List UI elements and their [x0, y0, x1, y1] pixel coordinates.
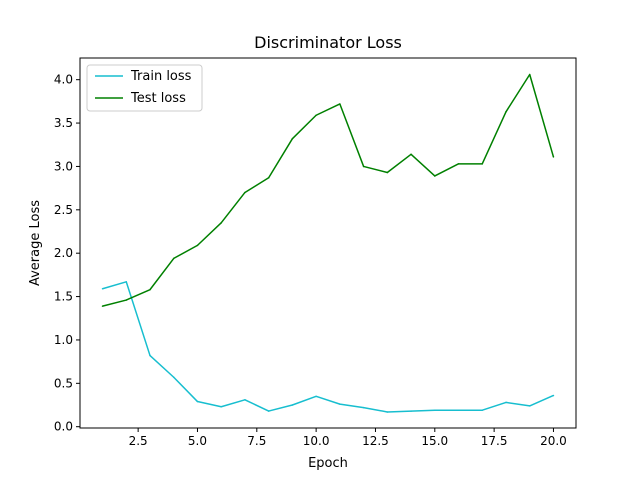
data-point-test-loss — [101, 305, 104, 307]
data-point-test-loss — [339, 103, 341, 105]
y-tick-label: 0.5 — [54, 376, 73, 390]
data-point-test-loss — [125, 299, 128, 301]
data-point-train-loss — [291, 404, 294, 406]
y-tick-label: 3.0 — [54, 159, 73, 173]
data-point-test-loss — [362, 165, 365, 168]
x-axis-ticks: 2.5 5.0 7.5 10.0 12.5 15.0 17.5 20.0 — [129, 428, 567, 448]
data-point-train-loss — [410, 410, 412, 412]
y-tick-label: 4.0 — [54, 73, 73, 87]
x-tick-label: 10.0 — [303, 434, 330, 448]
y-tick-label: 1.0 — [54, 333, 73, 347]
x-tick-label: 5.0 — [188, 434, 207, 448]
series-line-train-loss — [102, 281, 554, 413]
data-point-test-loss — [457, 163, 460, 165]
data-point-train-loss — [196, 400, 199, 403]
data-point-test-loss — [410, 153, 412, 156]
y-axis-label: Average Loss — [28, 200, 43, 286]
data-point-test-loss — [528, 73, 531, 76]
plot-area-frame — [79, 57, 577, 429]
series-layer — [101, 73, 555, 413]
y-axis-ticks: 0.0 0.5 1.0 1.5 2.0 2.5 3.0 3.5 4.0 — [54, 73, 80, 434]
y-tick-label: 0.0 — [54, 420, 73, 434]
x-tick-label: 7.5 — [247, 434, 266, 448]
data-point-train-loss — [528, 405, 531, 407]
y-tick-label: 1.5 — [54, 290, 73, 304]
data-point-train-loss — [552, 394, 555, 397]
data-point-test-loss — [244, 191, 246, 194]
legend: Train loss Test loss — [86, 64, 203, 112]
data-point-test-loss — [434, 175, 436, 177]
data-point-test-loss — [149, 288, 151, 291]
x-tick-label: 17.5 — [481, 434, 508, 448]
data-point-train-loss — [481, 409, 484, 411]
legend-train-loss-label: Train loss — [130, 69, 192, 84]
data-point-test-loss — [481, 163, 484, 165]
x-tick-label: 15.0 — [421, 434, 448, 448]
x-tick-label: 12.5 — [362, 434, 389, 448]
data-point-test-loss — [505, 111, 507, 113]
data-point-test-loss — [220, 222, 222, 224]
data-point-train-loss — [244, 399, 246, 401]
data-point-train-loss — [315, 395, 317, 398]
x-tick-label: 20.0 — [540, 434, 567, 448]
data-point-train-loss — [386, 411, 389, 413]
y-tick-label: 2.5 — [54, 203, 73, 217]
data-point-train-loss — [125, 281, 128, 283]
series-line-test-loss — [102, 73, 555, 307]
data-point-train-loss — [434, 409, 436, 411]
data-point-train-loss — [220, 405, 222, 408]
data-point-train-loss — [362, 406, 365, 409]
chart-title: Discriminator Loss — [254, 33, 402, 52]
y-tick-label: 3.5 — [54, 116, 73, 130]
data-point-train-loss — [267, 410, 270, 412]
data-point-train-loss — [101, 288, 104, 290]
data-point-train-loss — [505, 401, 507, 404]
data-point-train-loss — [339, 403, 341, 405]
data-point-train-loss — [149, 354, 151, 357]
data-point-train-loss — [457, 409, 460, 411]
data-point-train-loss — [172, 376, 175, 378]
x-tick-label: 2.5 — [129, 434, 148, 448]
legend-test-loss-label: Test loss — [130, 91, 186, 106]
data-point-test-loss — [315, 114, 317, 117]
data-point-test-loss — [267, 176, 270, 179]
data-point-test-loss — [291, 137, 294, 140]
data-point-test-loss — [386, 171, 389, 174]
x-axis-label: Epoch — [308, 456, 348, 471]
data-point-test-loss — [172, 257, 175, 260]
data-point-test-loss — [196, 244, 199, 247]
y-tick-label: 2.0 — [54, 246, 73, 260]
data-point-test-loss — [552, 156, 555, 158]
